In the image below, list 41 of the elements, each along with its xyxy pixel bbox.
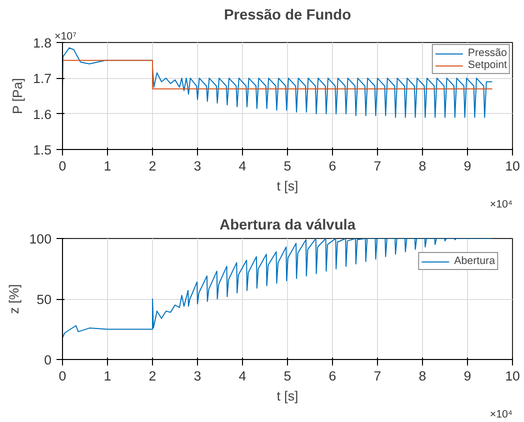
x-tick-label: 0	[58, 368, 66, 384]
text: ×10⁷	[54, 30, 77, 42]
x-tick-label: 2	[148, 158, 156, 174]
y-tick-label: 1.8	[32, 36, 52, 50]
y-axis-title: P [Pa]	[10, 78, 25, 114]
y-tick-label: 1.5	[32, 142, 52, 158]
x-tick-label: 8	[418, 158, 426, 174]
x-tick-label: 3	[194, 158, 202, 174]
x-tick-label: 6	[328, 158, 336, 174]
x-tick-label: 10	[505, 368, 520, 384]
x-tick-label: 7	[374, 158, 382, 174]
x-tick-label: 0	[58, 158, 66, 174]
legend-label: Setpoint	[468, 59, 507, 71]
legend-label: Pressão	[468, 47, 507, 59]
text: ×10⁴	[490, 198, 513, 210]
y-tick-label: 50	[36, 292, 52, 307]
x-tick-label: 4	[238, 368, 247, 384]
x-tick-label: 7	[374, 368, 382, 384]
x-tick-label: 10	[505, 158, 520, 174]
text: ×10⁴	[490, 408, 513, 420]
x-tick-label: 5	[284, 368, 292, 384]
y-tick-label: 0	[44, 352, 52, 368]
x-tick-label: 3	[194, 368, 202, 384]
y-tick-label: 100	[29, 232, 52, 246]
y-tick-label: 1.6	[32, 106, 52, 122]
legend-label: Abertura	[454, 255, 495, 267]
x-tick-label: 2	[148, 368, 156, 384]
chart-title: Abertura da válvula	[219, 218, 356, 234]
x-tick-label: 1	[104, 368, 112, 384]
y-tick-label: 1.7	[32, 71, 52, 86]
y-axis-title: z [%]	[6, 284, 22, 314]
x-axis-title: t [s]	[276, 388, 298, 404]
chart-title: Pressão de Fundo	[224, 8, 352, 24]
x-tick-label: 9	[464, 368, 472, 384]
x-tick-label: 4	[238, 158, 247, 174]
x-tick-label: 6	[328, 368, 336, 384]
x-tick-label: 9	[464, 158, 472, 174]
x-tick-label: 1	[104, 158, 112, 174]
x-tick-label: 8	[418, 368, 426, 384]
x-axis-title: t [s]	[276, 178, 298, 194]
x-tick-label: 5	[284, 158, 292, 174]
